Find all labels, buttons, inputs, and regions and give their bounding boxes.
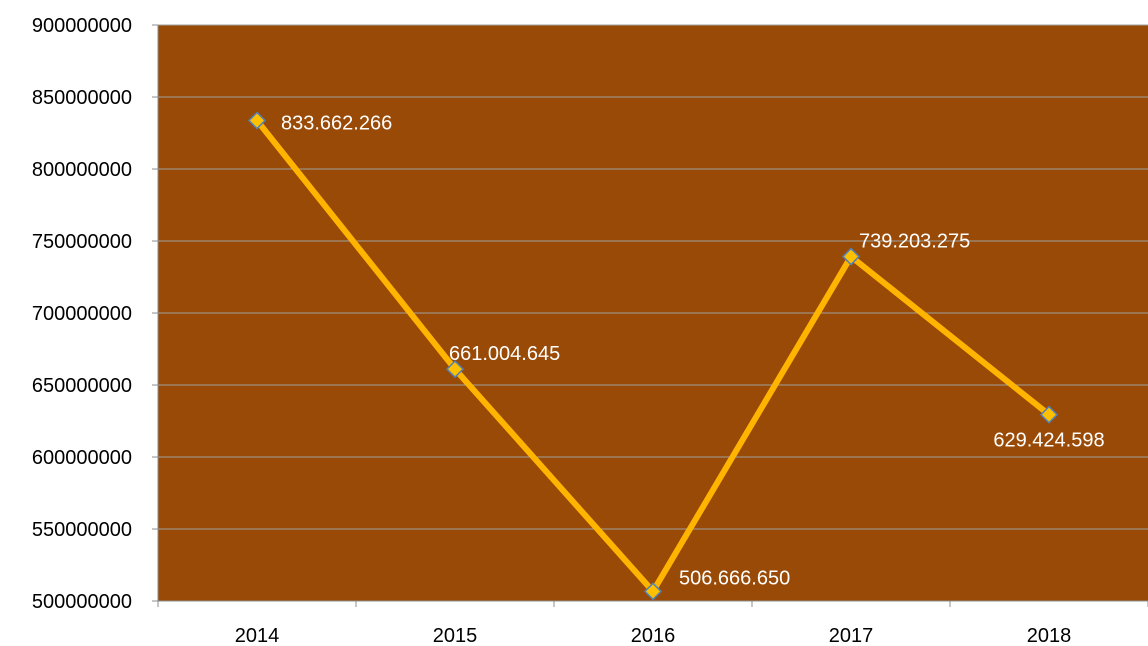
data-point-marker — [1039, 405, 1059, 424]
data-point-marker — [643, 582, 663, 601]
data-label: 833.662.266 — [281, 113, 392, 135]
y-tick-label: 650000000 — [32, 375, 132, 397]
y-tick-label: 550000000 — [32, 519, 132, 541]
data-label: 629.424.598 — [993, 430, 1104, 452]
data-labels: 833.662.266 661.004.645 506.666.650 739.203… — [281, 113, 1105, 590]
axes — [152, 24, 1148, 607]
y-tick-label: 900000000 — [32, 15, 132, 37]
gridlines — [158, 24, 1148, 530]
y-tick-label: 850000000 — [32, 87, 132, 109]
data-label: 506.666.650 — [679, 567, 790, 589]
data-point-marker — [445, 360, 465, 379]
y-axis-tick-labels: 500000000 550000000 600000000 650000000 7000… — [32, 15, 132, 613]
x-tick-label: 2016 — [631, 625, 676, 646]
x-tick-label: 2018 — [1027, 625, 1072, 646]
data-point-marker — [247, 111, 267, 130]
y-tick-label: 750000000 — [32, 231, 132, 253]
x-tick-label: 2015 — [433, 625, 478, 646]
data-label: 739.203.275 — [859, 231, 970, 253]
x-tick-label: 2014 — [235, 625, 280, 646]
x-axis-tick-labels: 2014 2015 2016 2017 2018 — [235, 625, 1072, 646]
y-tick-label: 800000000 — [32, 159, 132, 181]
series-markers — [247, 111, 1059, 601]
y-tick-label: 700000000 — [32, 303, 132, 325]
y-tick-label: 600000000 — [32, 447, 132, 469]
data-label: 661.004.645 — [449, 343, 560, 365]
x-tick-label: 2017 — [829, 625, 874, 646]
data-point-marker — [841, 247, 861, 266]
y-tick-label: 500000000 — [32, 591, 132, 613]
